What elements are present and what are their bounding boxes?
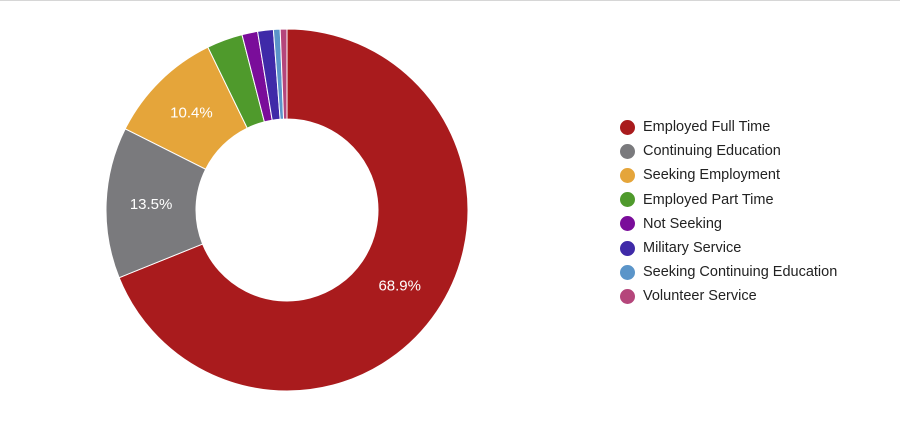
legend-label-7: Volunteer Service [643,288,757,305]
legend-label-2: Seeking Employment [643,167,781,184]
slice-7[interactable] [279,28,288,120]
legend-label-5: Military Service [643,240,742,257]
legend-item-3[interactable]: Employed Part Time [620,188,837,212]
legend-label-6: Seeking Continuing Education [643,264,838,281]
legend-swatch-6 [620,264,635,280]
legend-item-7[interactable]: Volunteer Service [620,284,837,308]
slices-group [105,28,469,392]
legend-swatch-0 [620,119,635,135]
legend-item-0[interactable]: Employed Full Time [620,115,837,139]
legend-swatch-1 [620,143,635,159]
slice-label-0: 68.9% [378,278,421,295]
legend-item-4[interactable]: Not Seeking [620,212,837,236]
legend-swatch-7 [620,288,635,304]
slice-0[interactable] [118,28,469,392]
slice-label-2: 10.4% [170,105,213,122]
legend-label-4: Not Seeking [643,215,722,232]
legend: Employed Full Time Continuing Education Se… [620,115,837,309]
legend-item-5[interactable]: Military Service [620,236,837,260]
donut-chart: 68.9% 13.5% 10.4% [105,28,469,392]
legend-label-0: Employed Full Time [643,119,771,136]
legend-item-6[interactable]: Seeking Continuing Education [620,260,837,284]
legend-swatch-5 [620,240,635,256]
legend-item-2[interactable]: Seeking Employment [620,163,837,187]
legend-item-1[interactable]: Continuing Education [620,139,837,163]
slice-label-1: 13.5% [130,196,173,213]
slice-labels-group: 68.9% 13.5% 10.4% [130,105,421,295]
legend-swatch-3 [620,192,635,208]
legend-label-1: Continuing Education [643,143,781,160]
legend-label-3: Employed Part Time [643,191,774,208]
legend-swatch-4 [620,216,635,232]
legend-swatch-2 [620,167,635,183]
